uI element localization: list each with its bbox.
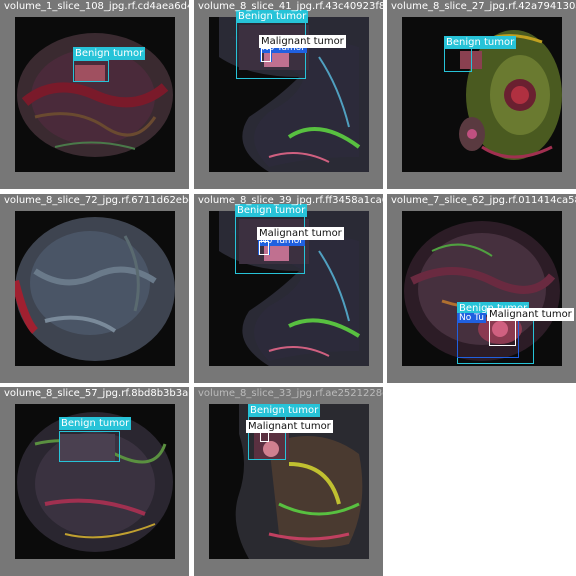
grid-tile[interactable]: Benign tumor Malignant tumor volume_8_sl… [194, 387, 383, 576]
image-filename: volume_8_slice_33_jpg.rf.ae2521228d57fad… [198, 388, 383, 399]
grid-tile[interactable]: Benign tumor volume_1_slice_108_jpg.rf.c… [0, 0, 189, 189]
image-filename: volume_8_slice_72_jpg.rf.6711d62ebe9506 [4, 195, 189, 206]
grid-tile[interactable]: Benign tumor No Tu Malignant tumor volum… [387, 194, 576, 383]
benign-detection-box [73, 60, 109, 82]
mri-slice-image [209, 404, 369, 559]
image-filename: volume_8_slice_57_jpg.rf.8bd8b3b3a5b4460 [4, 388, 189, 399]
malignant-detection-box [261, 48, 271, 62]
benign-tumor-label: Benign tumor [235, 204, 308, 217]
malignant-tumor-label: Malignant tumor [246, 420, 333, 433]
no-tumor-label: No Tumor [258, 236, 305, 246]
benign-tumor-label: Benign tumor [444, 36, 517, 49]
benign-detection-box [59, 431, 120, 462]
benign-tumor-label: Benign tumor [73, 47, 146, 60]
malignant-detection-box [489, 320, 516, 346]
mri-slice-image [15, 211, 175, 366]
grid-tile[interactable]: Benign tumor No Tumor Malignant tumor vo… [194, 0, 383, 189]
malignant-detection-box [259, 241, 269, 255]
image-filename: volume_7_slice_62_jpg.rf.011414ca58 [391, 195, 576, 206]
no-tumor-label: No Tumor [260, 43, 307, 53]
mri-slice-image [402, 17, 562, 172]
malignant-tumor-label: Malignant tumor [259, 35, 346, 48]
image-filename: volume_8_slice_41_jpg.rf.43c40923f8b2405 [198, 1, 383, 12]
malignant-tumor-label: Malignant tumor [487, 308, 574, 321]
mri-slice-image [15, 17, 175, 172]
image-filename: volume_8_slice_27_jpg.rf.42a794130a [391, 1, 576, 12]
benign-tumor-label: Benign tumor [59, 417, 132, 430]
grid-tile[interactable]: Benign tumor volume_8_slice_27_jpg.rf.42… [387, 0, 576, 189]
mri-slice-image [402, 211, 562, 366]
image-filename: volume_8_slice_39_jpg.rf.ff3458a1ca609b0 [198, 195, 383, 206]
no-tumor-label: No Tu [457, 313, 486, 323]
benign-tumor-label: Benign tumor [248, 404, 321, 417]
image-filename: volume_1_slice_108_jpg.rf.cd4aea6d49e8c0 [4, 1, 189, 12]
grid-tile[interactable]: volume_8_slice_72_jpg.rf.6711d62ebe9506 [0, 194, 189, 383]
grid-tile[interactable]: Benign tumor No Tumor Malignant tumor vo… [194, 194, 383, 383]
benign-tumor-label: Benign tumor [236, 10, 309, 23]
grid-tile[interactable]: Benign tumor volume_8_slice_57_jpg.rf.8b… [0, 387, 189, 576]
malignant-tumor-label: Malignant tumor [257, 227, 344, 240]
